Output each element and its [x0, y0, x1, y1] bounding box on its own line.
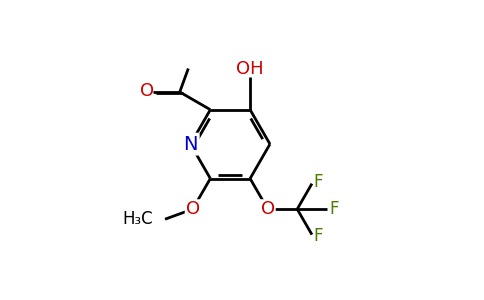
Text: O: O	[140, 82, 154, 100]
Text: F: F	[314, 173, 323, 191]
Text: H₃C: H₃C	[122, 210, 153, 228]
Text: OH: OH	[236, 60, 264, 78]
Text: N: N	[183, 135, 198, 154]
Text: F: F	[329, 200, 339, 218]
Text: F: F	[314, 227, 323, 245]
Text: O: O	[261, 200, 275, 218]
Text: O: O	[186, 200, 200, 218]
